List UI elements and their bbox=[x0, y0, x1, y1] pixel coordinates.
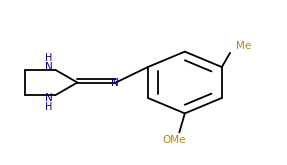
Text: N: N bbox=[44, 93, 52, 103]
Text: OMe: OMe bbox=[162, 135, 186, 145]
Text: H: H bbox=[45, 53, 52, 63]
Text: N: N bbox=[44, 62, 52, 72]
Text: H: H bbox=[45, 102, 52, 112]
Text: Me: Me bbox=[236, 41, 251, 51]
Text: N: N bbox=[111, 78, 119, 87]
